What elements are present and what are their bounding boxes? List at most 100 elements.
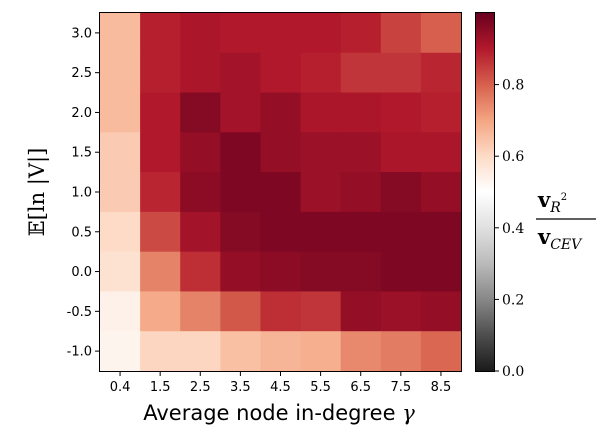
y-tick-label: -0.5 bbox=[67, 305, 92, 320]
heatmap-cell bbox=[260, 13, 302, 54]
heatmap-cell bbox=[340, 132, 382, 173]
heatmap-cell bbox=[180, 172, 221, 213]
heatmap-cell bbox=[380, 92, 422, 133]
heatmap-cell bbox=[220, 132, 262, 173]
heatmap-cell bbox=[340, 291, 382, 332]
heatmap-cell bbox=[260, 251, 302, 293]
heatmap-cell bbox=[420, 291, 462, 332]
heatmap-cell bbox=[300, 13, 342, 54]
heatmap-cell bbox=[220, 13, 262, 54]
x-tick-label: 0.4 bbox=[110, 380, 131, 395]
heatmap-cell bbox=[140, 13, 181, 54]
heatmap-cell bbox=[180, 52, 221, 94]
heatmap-cell bbox=[100, 211, 141, 253]
y-tick-label: 0.0 bbox=[71, 265, 92, 280]
heatmap-cell bbox=[340, 92, 382, 133]
heatmap-cell bbox=[100, 172, 141, 213]
heatmap-cell bbox=[420, 92, 462, 133]
colorbar-tick-label: 0.6 bbox=[502, 149, 524, 165]
x-tick-label: 1.5 bbox=[150, 380, 171, 395]
y-axis-ticks: 3.0 2.5 2.0 1.5 1.0 0.5 0.0 -0.5 -1.0 bbox=[67, 26, 100, 360]
heatmap-cell bbox=[100, 13, 141, 54]
y-axis-label: 𝔼[ln |V|] bbox=[25, 148, 50, 237]
heatmap-cell bbox=[140, 172, 181, 213]
colorbar-label: vR2 vCEV bbox=[536, 187, 596, 253]
heatmap-cell bbox=[380, 13, 422, 54]
heatmap-cell bbox=[140, 211, 181, 253]
heatmap-cell bbox=[100, 291, 141, 332]
heatmap-cell bbox=[340, 331, 382, 372]
heatmap-cell bbox=[180, 291, 221, 332]
heatmap-cell bbox=[140, 291, 181, 332]
heatmap-cell bbox=[300, 172, 342, 213]
heatmap-cell bbox=[300, 291, 342, 332]
heatmap-cell bbox=[180, 92, 221, 133]
heatmap-cell bbox=[300, 52, 342, 94]
heatmap-cell bbox=[140, 132, 181, 173]
heatmap-cell bbox=[300, 132, 342, 173]
heatmap-cell bbox=[380, 172, 422, 213]
heatmap-cell bbox=[420, 251, 462, 293]
heatmap-cell bbox=[140, 52, 181, 94]
x-tick-label: 4.5 bbox=[270, 380, 291, 395]
x-tick-label: 2.5 bbox=[190, 380, 211, 395]
heatmap-cell bbox=[220, 172, 262, 213]
x-axis-ticks: 0.4 1.5 2.5 3.5 4.5 5.5 6.5 7.5 8.5 bbox=[110, 371, 452, 395]
heatmap-cell bbox=[260, 291, 302, 332]
heatmap-cell bbox=[300, 251, 342, 293]
heatmap-cell bbox=[260, 52, 302, 94]
colorbar-ticks: 0.0 0.2 0.4 0.6 0.8 bbox=[494, 78, 524, 380]
y-tick-label: -1.0 bbox=[67, 345, 92, 360]
heatmap-cell bbox=[300, 211, 342, 253]
heatmap-cell bbox=[260, 331, 302, 372]
heatmap-cell bbox=[260, 211, 302, 253]
heatmap-cell bbox=[380, 211, 422, 253]
heatmap-cell bbox=[420, 211, 462, 253]
y-tick-label: 2.5 bbox=[71, 66, 92, 81]
heatmap-cell bbox=[180, 132, 221, 173]
heatmap-cell bbox=[380, 331, 422, 372]
y-tick-label: 3.0 bbox=[71, 26, 92, 41]
heatmap-cell bbox=[140, 251, 181, 293]
heatmap-cell bbox=[220, 331, 262, 372]
heatmap-cell bbox=[420, 13, 462, 54]
x-tick-label: 7.5 bbox=[390, 380, 411, 395]
heatmap-cell bbox=[420, 172, 462, 213]
heatmap-cell bbox=[260, 132, 302, 173]
heatmap-cell bbox=[380, 251, 422, 293]
colorbar-tick-label: 0.2 bbox=[502, 292, 524, 308]
heatmap-cell bbox=[220, 291, 262, 332]
x-axis-label: Average node in-degree γ bbox=[143, 401, 415, 425]
heatmap-cell bbox=[180, 331, 221, 372]
heatmap-cell bbox=[420, 132, 462, 173]
colorbar-tick-label: 0.0 bbox=[502, 364, 524, 380]
heatmap-cell bbox=[140, 331, 181, 372]
heatmap-cell bbox=[220, 251, 262, 293]
y-tick-label: 0.5 bbox=[71, 225, 92, 240]
heatmap-cell bbox=[380, 132, 422, 173]
heatmap-cell bbox=[340, 52, 382, 94]
x-tick-label: 5.5 bbox=[310, 380, 331, 395]
heatmap-cell bbox=[100, 331, 141, 372]
heatmap-cell bbox=[180, 211, 221, 253]
heatmap-cell bbox=[100, 92, 141, 133]
heatmap-cell bbox=[100, 52, 141, 94]
colorbar-label-numerator: vR2 bbox=[537, 187, 567, 216]
heatmap-cell bbox=[100, 132, 141, 173]
heatmap-cell bbox=[340, 13, 382, 54]
y-tick-label: 1.5 bbox=[71, 146, 92, 161]
heatmap-cell bbox=[220, 52, 262, 94]
heatmap-cell bbox=[420, 331, 462, 372]
x-tick-label: 6.5 bbox=[350, 380, 371, 395]
heatmap-cell bbox=[220, 92, 262, 133]
heatmap-cell bbox=[380, 52, 422, 94]
heatmap-cell bbox=[100, 251, 141, 293]
heatmap-cell bbox=[260, 172, 302, 213]
colorbar-tick-label: 0.4 bbox=[502, 221, 524, 237]
heatmap-cell bbox=[300, 92, 342, 133]
heatmap-cells bbox=[100, 13, 462, 372]
y-tick-label: 2.0 bbox=[71, 106, 92, 121]
x-tick-label: 8.5 bbox=[431, 380, 452, 395]
heatmap-cell bbox=[260, 92, 302, 133]
heatmap-cell bbox=[300, 331, 342, 372]
